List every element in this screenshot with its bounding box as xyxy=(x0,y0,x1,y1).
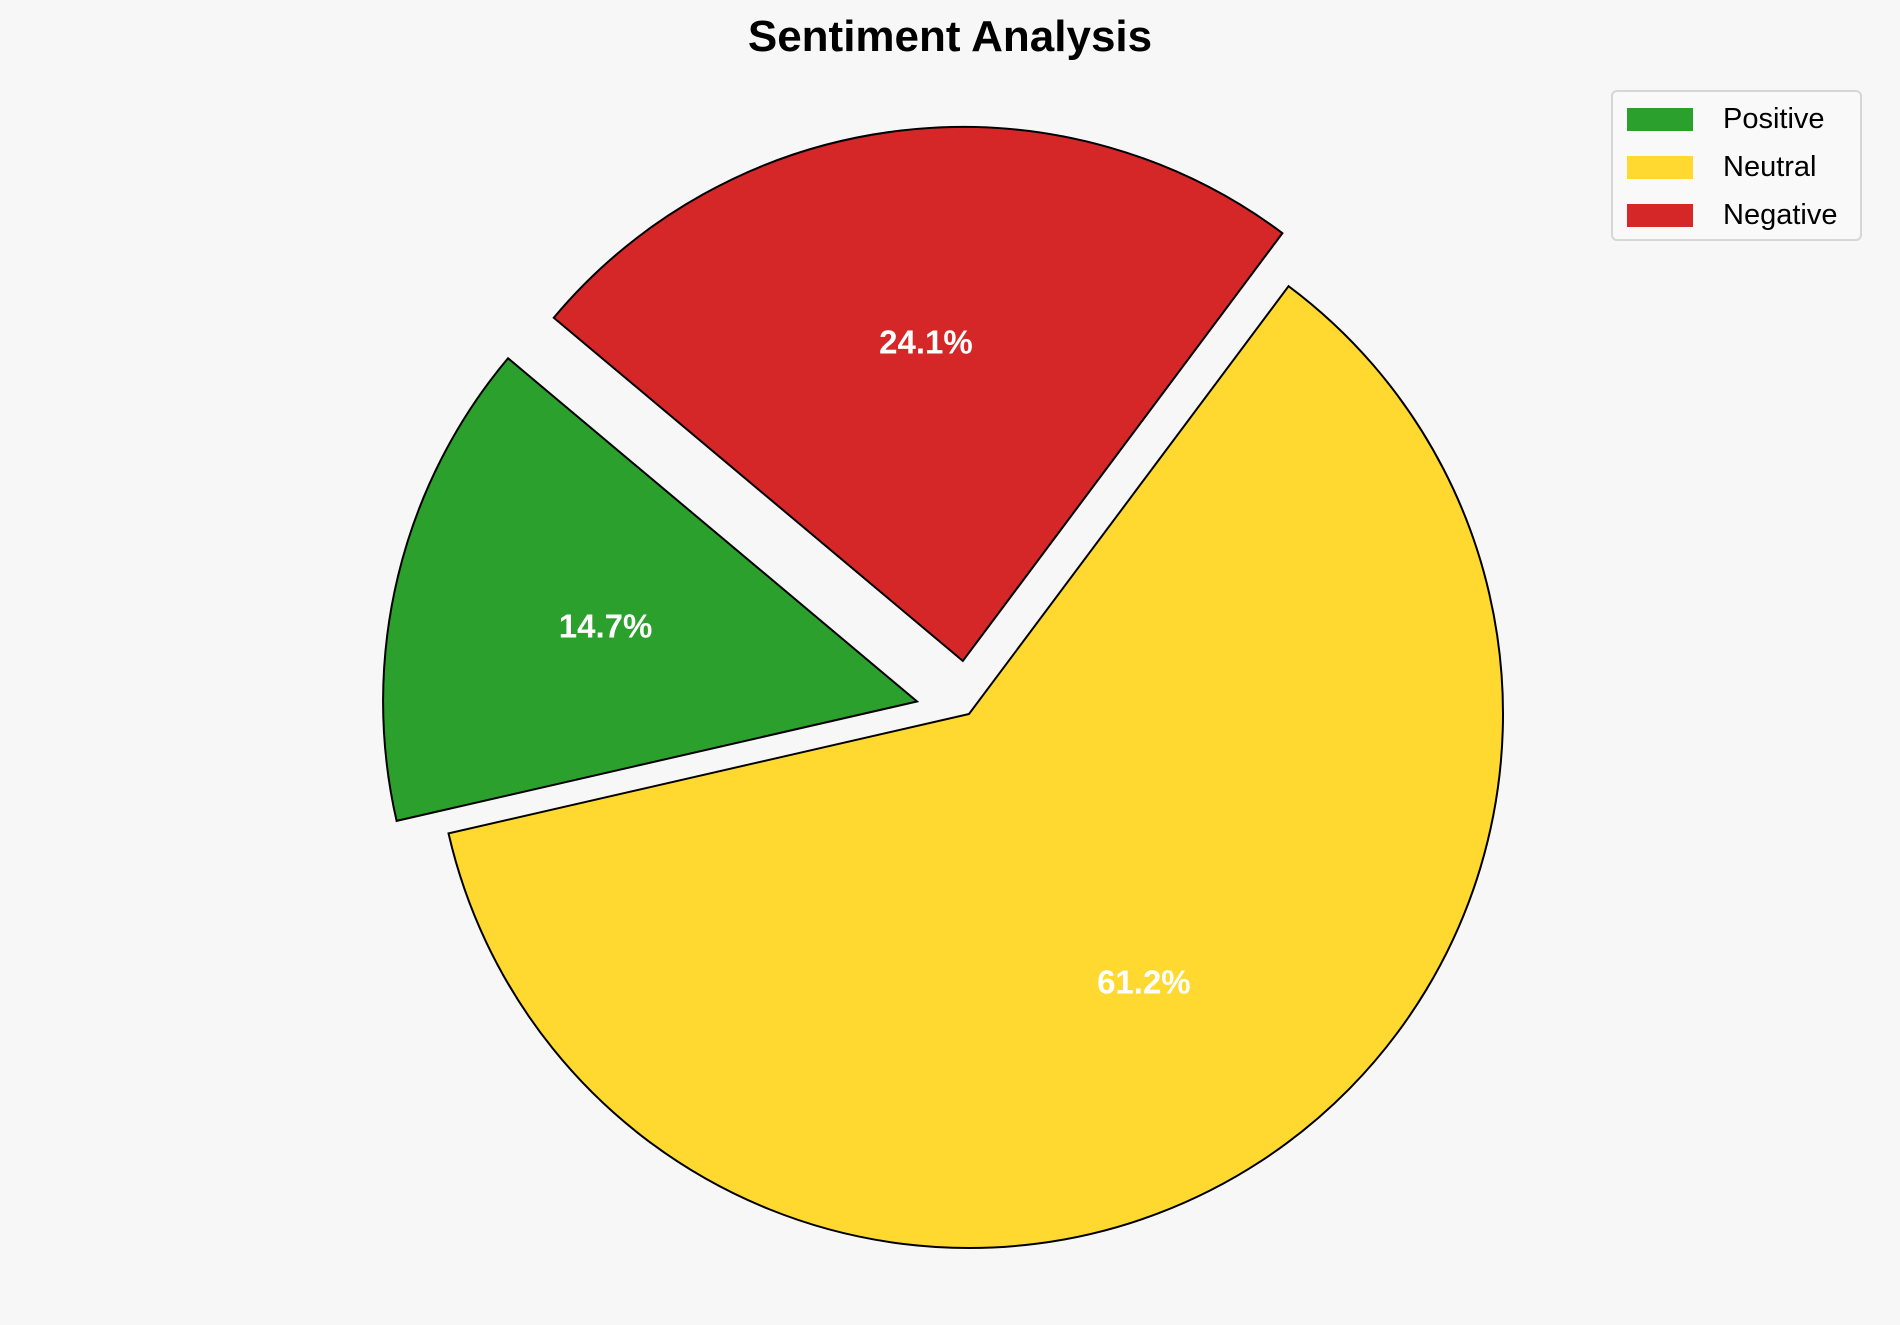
slice-label-negative: 24.1% xyxy=(879,324,973,361)
legend-label-negative: Negative xyxy=(1723,198,1838,231)
legend-swatch-positive xyxy=(1627,107,1693,131)
legend-swatch-neutral xyxy=(1627,155,1693,179)
legend-label-positive: Positive xyxy=(1723,102,1825,135)
legend-item-neutral: Neutral xyxy=(1627,150,1817,183)
legend-item-negative: Negative xyxy=(1627,198,1838,231)
legend-label-neutral: Neutral xyxy=(1723,150,1817,183)
chart-title: Sentiment Analysis xyxy=(747,12,1153,61)
slice-label-positive: 14.7% xyxy=(559,607,653,644)
legend-item-positive: Positive xyxy=(1627,102,1825,135)
legend-swatch-negative xyxy=(1627,203,1693,227)
pie-slice-positive xyxy=(382,356,920,823)
pie-slice-negative xyxy=(552,125,1284,663)
legend: Positive Neutral Negative xyxy=(1611,90,1862,241)
pie-slice-neutral xyxy=(447,284,1504,1249)
slice-label-neutral: 61.2% xyxy=(1097,963,1191,1000)
